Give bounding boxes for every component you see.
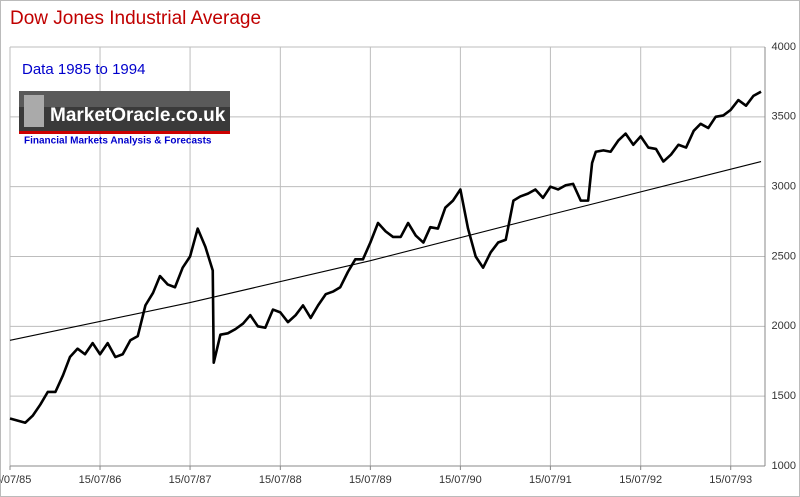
logo-tagline: Financial Markets Analysis & Forecasts — [24, 136, 212, 147]
logo: MarketOracle.co.uk Financial Markets Ana… — [19, 91, 230, 147]
logo-icon — [24, 95, 44, 127]
annotation: Data 1985 to 1994 — [22, 61, 145, 78]
trend-line — [9, 160, 762, 341]
y-tick-label: 1500 — [772, 390, 796, 402]
y-tick-label: 3500 — [772, 111, 796, 123]
y-tick-label: 3000 — [772, 181, 796, 193]
x-tick-label: 15/07/89 — [349, 474, 392, 486]
x-tick-label: 15/07/86 — [79, 474, 122, 486]
x-tick-label: 15/07/93 — [709, 474, 752, 486]
logo-shine — [19, 91, 230, 107]
index-line — [9, 90, 762, 424]
logo-underline — [19, 131, 230, 134]
logo-text: MarketOracle.co.uk — [50, 105, 226, 126]
x-tick-label: 15/07/85 — [0, 474, 31, 486]
chart-title: Dow Jones Industrial Average — [10, 8, 261, 29]
x-tick-label: 15/07/92 — [619, 474, 662, 486]
y-tick-label: 1000 — [772, 460, 796, 472]
x-tick-label: 15/07/90 — [439, 474, 482, 486]
y-tick-label: 4000 — [772, 41, 796, 53]
x-tick-label: 15/07/87 — [169, 474, 212, 486]
x-tick-label: 15/07/88 — [259, 474, 302, 486]
x-tick-label: 15/07/91 — [529, 474, 572, 486]
y-tick-label: 2500 — [772, 250, 796, 262]
y-tick-label: 2000 — [772, 320, 796, 332]
